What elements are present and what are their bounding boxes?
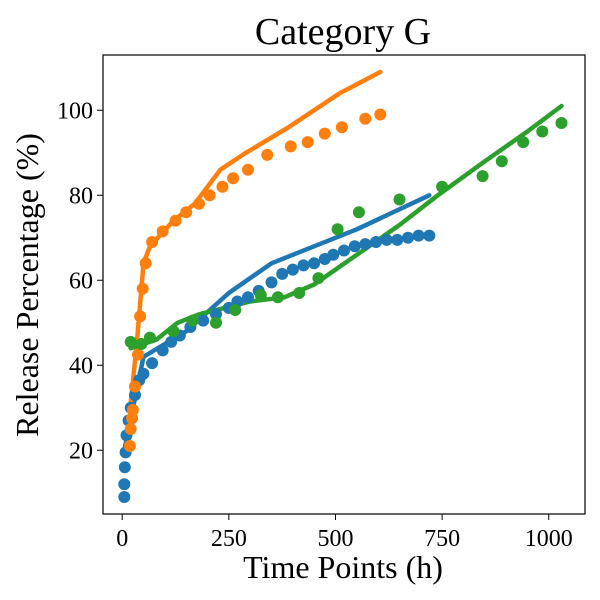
data-point-series-1 bbox=[423, 229, 436, 242]
data-point-series-2 bbox=[169, 214, 182, 227]
data-point-series-3 bbox=[331, 223, 344, 236]
data-point-series-1 bbox=[370, 236, 382, 248]
data-point-series-3 bbox=[229, 304, 242, 316]
data-point-series-2 bbox=[242, 163, 254, 176]
data-point-series-2 bbox=[193, 197, 205, 210]
data-point-series-1 bbox=[297, 259, 310, 272]
data-point-series-1 bbox=[210, 308, 222, 321]
data-point-series-3 bbox=[352, 206, 365, 219]
data-point-series-3 bbox=[124, 335, 137, 348]
data-point-series-2 bbox=[123, 440, 136, 452]
data-point-series-3 bbox=[436, 180, 449, 193]
x-tick-label: 250 bbox=[211, 526, 247, 552]
data-point-series-1 bbox=[165, 335, 178, 348]
y-axis-ticks: 20 40 60 80 100 bbox=[57, 98, 103, 464]
data-point-series-1 bbox=[156, 344, 169, 357]
data-point-series-2 bbox=[134, 310, 147, 323]
data-point-series-3 bbox=[312, 272, 325, 285]
x-tick-label: 1000 bbox=[525, 526, 573, 552]
data-point-series-1 bbox=[197, 314, 210, 327]
data-point-series-2 bbox=[216, 180, 229, 193]
data-point-series-3 bbox=[536, 125, 549, 138]
data-point-series-3 bbox=[167, 325, 180, 338]
y-tick-label: 60 bbox=[69, 268, 93, 294]
data-points bbox=[118, 108, 568, 503]
x-tick-label: 0 bbox=[116, 526, 128, 552]
y-tick-label: 100 bbox=[57, 98, 93, 124]
data-point-series-2 bbox=[227, 172, 240, 185]
fit-line-series-1 bbox=[122, 193, 432, 453]
data-point-series-3 bbox=[135, 338, 148, 350]
data-point-series-1 bbox=[118, 478, 131, 491]
fit-line-series-3 bbox=[128, 103, 564, 351]
data-point-series-2 bbox=[203, 189, 216, 202]
data-point-series-1 bbox=[348, 240, 361, 253]
data-point-series-1 bbox=[308, 257, 321, 270]
data-point-series-1 bbox=[327, 248, 340, 261]
x-axis-ticks: 0 250 500 750 1000 bbox=[116, 514, 573, 552]
x-axis-label: Time Points (h) bbox=[243, 549, 443, 585]
data-point-series-1 bbox=[265, 276, 278, 289]
data-point-series-2 bbox=[146, 236, 159, 248]
data-point-series-3 bbox=[495, 155, 508, 168]
data-point-series-2 bbox=[335, 121, 348, 134]
y-tick-label: 40 bbox=[69, 353, 93, 379]
data-point-series-1 bbox=[146, 357, 159, 370]
data-point-series-3 bbox=[476, 170, 489, 183]
data-point-series-1 bbox=[338, 244, 350, 257]
data-point-series-2 bbox=[359, 112, 372, 125]
data-point-series-3 bbox=[210, 316, 222, 329]
data-point-series-1 bbox=[412, 229, 425, 242]
data-point-series-2 bbox=[129, 380, 141, 393]
data-point-series-1 bbox=[129, 389, 141, 401]
data-point-series-2 bbox=[301, 136, 314, 149]
data-point-series-1 bbox=[137, 367, 150, 380]
data-point-series-1 bbox=[380, 233, 393, 246]
data-point-series-1 bbox=[402, 231, 414, 244]
y-tick-label: 80 bbox=[69, 183, 93, 209]
data-point-series-3 bbox=[254, 289, 267, 302]
data-point-series-2 bbox=[261, 148, 274, 161]
data-point-series-3 bbox=[271, 291, 284, 304]
data-point-series-3 bbox=[186, 314, 199, 327]
data-point-series-3 bbox=[517, 136, 530, 149]
data-point-series-2 bbox=[284, 140, 297, 153]
y-axis-label: Release Percentage (%) bbox=[9, 133, 45, 437]
data-point-series-1 bbox=[359, 238, 372, 251]
data-point-series-2 bbox=[132, 348, 144, 361]
data-point-series-2 bbox=[126, 403, 139, 416]
data-point-series-3 bbox=[293, 287, 306, 299]
data-point-series-1 bbox=[118, 461, 131, 474]
plot-frame bbox=[102, 54, 586, 515]
data-point-series-2 bbox=[318, 127, 331, 140]
data-point-series-3 bbox=[393, 193, 406, 206]
data-point-series-2 bbox=[124, 423, 137, 435]
data-point-series-1 bbox=[391, 233, 404, 246]
data-point-series-2 bbox=[139, 257, 152, 270]
data-point-series-2 bbox=[136, 282, 149, 295]
y-tick-label: 20 bbox=[69, 438, 93, 464]
chart-title: Category G bbox=[255, 11, 431, 53]
data-point-series-3 bbox=[555, 117, 568, 129]
data-point-series-2 bbox=[374, 108, 387, 121]
x-tick-label: 750 bbox=[424, 526, 460, 552]
x-tick-label: 500 bbox=[317, 526, 353, 552]
data-point-series-1 bbox=[276, 267, 289, 280]
data-point-series-1 bbox=[286, 263, 299, 276]
data-point-series-2 bbox=[180, 206, 193, 219]
data-point-series-1 bbox=[118, 491, 131, 503]
data-point-series-2 bbox=[156, 225, 169, 238]
data-point-series-3 bbox=[143, 331, 156, 344]
data-point-series-1 bbox=[242, 291, 254, 304]
